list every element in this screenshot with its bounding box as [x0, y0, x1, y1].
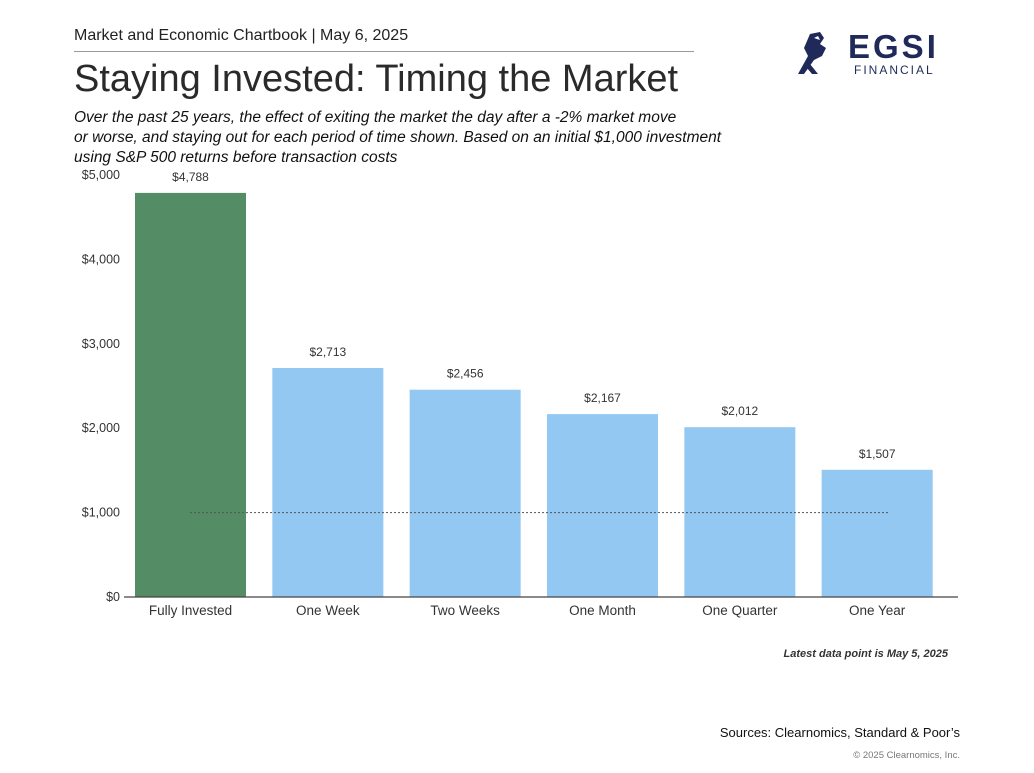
data-note: Latest data point is May 5, 2025	[783, 648, 948, 660]
bar-one-year	[821, 469, 933, 597]
bar-one-week	[272, 368, 384, 597]
logo-wordmark: EGSI	[848, 28, 939, 65]
x-tick-label: Two Weeks	[430, 603, 500, 618]
egsi-logo: EGSI FINANCIAL	[796, 28, 956, 78]
logo-subtitle: FINANCIAL	[854, 63, 935, 77]
y-tick-label: $0	[106, 590, 120, 604]
x-tick-label: Fully Invested	[149, 603, 232, 618]
bar-value-label: $4,788	[172, 170, 209, 184]
y-tick-label: $1,000	[82, 506, 120, 520]
subtitle-line-1: Over the past 25 years, the effect of ex…	[74, 109, 677, 126]
bar-one-quarter	[684, 427, 796, 597]
x-tick-label: One Quarter	[702, 603, 778, 618]
bar-value-label: $1,507	[859, 447, 896, 461]
bar-one-month	[547, 414, 658, 597]
bar-value-label: $2,713	[309, 345, 346, 359]
page-title: Staying Invested: Timing the Market	[74, 58, 679, 100]
subtitle-line-2: or worse, and staying out for each perio…	[74, 129, 722, 146]
x-tick-label: One Week	[296, 603, 360, 618]
header-divider	[74, 51, 694, 52]
fist-logo-icon	[798, 32, 826, 74]
copyright-text: © 2025 Clearnomics, Inc.	[853, 750, 960, 761]
bar-value-label: $2,167	[584, 391, 621, 405]
y-tick-label: $4,000	[82, 252, 120, 266]
y-tick-label: $3,000	[82, 337, 120, 351]
chart-subtitle: Over the past 25 years, the effect of ex…	[74, 108, 774, 168]
sources-text: Sources: Clearnomics, Standard & Poor’s	[719, 725, 960, 740]
subtitle-line-3: using S&P 500 returns before transaction…	[74, 149, 398, 166]
y-tick-label: $5,000	[82, 168, 120, 182]
chartbook-header: Market and Economic Chartbook | May 6, 2…	[74, 27, 409, 44]
bar-two-weeks	[409, 389, 521, 597]
y-tick-label: $2,000	[82, 421, 120, 435]
bar-fully-invested	[135, 192, 246, 597]
x-tick-label: One Year	[849, 603, 906, 618]
bar-value-label: $2,456	[447, 367, 484, 381]
bar-value-label: $2,012	[721, 404, 758, 418]
x-tick-label: One Month	[569, 603, 636, 618]
